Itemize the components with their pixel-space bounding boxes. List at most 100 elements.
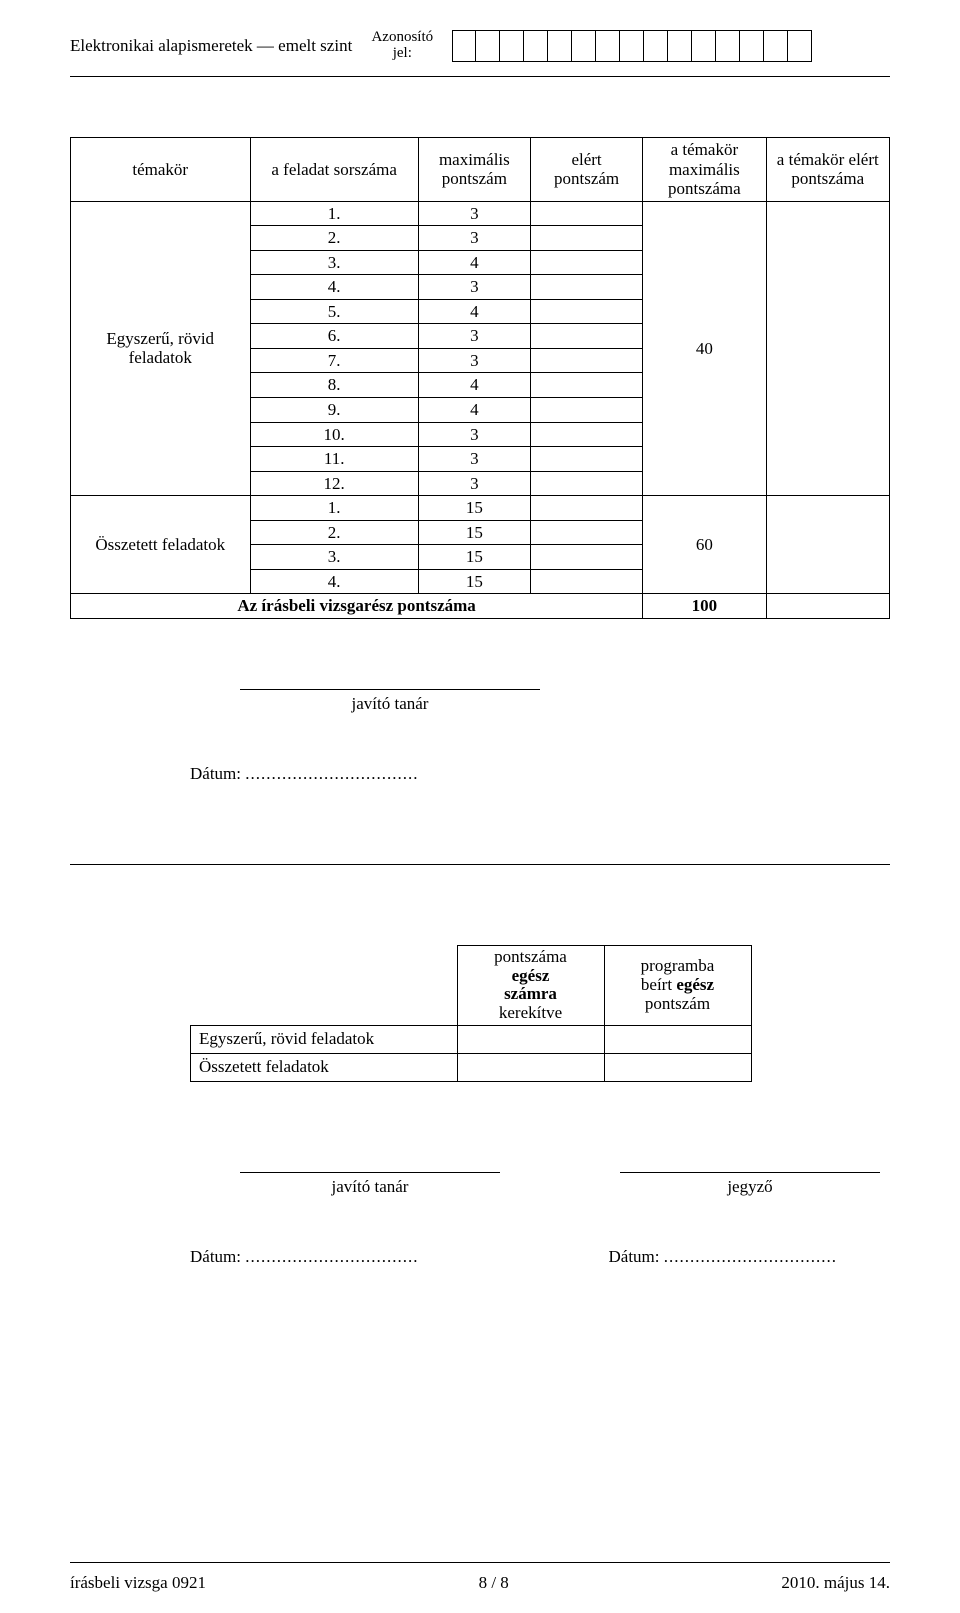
r2-l3: számra (504, 984, 557, 1003)
round-r1-c3 (604, 1025, 751, 1053)
group-elert-cell[interactable] (766, 201, 889, 496)
row-elert[interactable] (530, 226, 642, 251)
r2-l1: pontszáma (494, 947, 567, 966)
row-elert[interactable] (530, 201, 642, 226)
id-box[interactable] (596, 30, 620, 62)
round-h-col2: pontszáma egész számra kerekítve (457, 945, 604, 1025)
id-box[interactable] (572, 30, 596, 62)
r3-l1: programba (641, 956, 715, 975)
id-box[interactable] (524, 30, 548, 62)
group-elert-cell[interactable] (766, 496, 889, 594)
round-h-col3: programba beírt egész pontszám (604, 945, 751, 1025)
row-elert[interactable] (530, 545, 642, 570)
id-box[interactable] (788, 30, 812, 62)
score-header-row: témakör a feladat sorszáma maximális pon… (71, 138, 890, 202)
dual-signature-row: javító tanár jegyző (240, 1172, 890, 1197)
round-r2-c3 (604, 1053, 751, 1081)
row-elert[interactable] (530, 299, 642, 324)
date-label-2: Dátum: (190, 1247, 241, 1266)
total-value: 100 (643, 594, 766, 619)
date-label-3: Dátum: (609, 1247, 660, 1266)
id-box[interactable] (500, 30, 524, 62)
exam-page: Elektronikai alapismeretek — emelt szint… (0, 0, 960, 1613)
row-number: 8. (250, 373, 418, 398)
row-number: 2. (250, 520, 418, 545)
row-max: 3 (418, 324, 530, 349)
row-elert[interactable] (530, 373, 642, 398)
id-box[interactable] (668, 30, 692, 62)
footer-row: írásbeli vizsga 0921 8 / 8 2010. május 1… (70, 1573, 890, 1593)
row-elert[interactable] (530, 324, 642, 349)
row-elert[interactable] (530, 275, 642, 300)
row-number: 10. (250, 422, 418, 447)
row-max: 15 (418, 569, 530, 594)
round-row-2: Összetett feladatok (191, 1053, 752, 1081)
score-row: Összetett feladatok1.1560 (71, 496, 890, 521)
row-elert[interactable] (530, 520, 642, 545)
footer-divider (70, 1562, 890, 1563)
row-max: 4 (418, 373, 530, 398)
id-box[interactable] (620, 30, 644, 62)
r3-l2a: beírt egész (641, 975, 714, 994)
round-r2-c2 (457, 1053, 604, 1081)
row-elert[interactable] (530, 348, 642, 373)
subject-level: Elektronikai alapismeretek — emelt szint (70, 30, 352, 56)
sig-line-recorder: jegyző (620, 1172, 880, 1197)
score-table: témakör a feladat sorszáma maximális pon… (70, 137, 890, 619)
round-r1-c2 (457, 1025, 604, 1053)
id-label-line2: jel: (393, 45, 412, 61)
h-temakor: témakör (71, 138, 251, 202)
id-box[interactable] (476, 30, 500, 62)
score-total-row: Az írásbeli vizsgarész pontszáma100 (71, 594, 890, 619)
id-label: Azonosító jel: (362, 30, 442, 62)
id-box[interactable] (740, 30, 764, 62)
date-left: Dátum: ................................. (190, 1247, 419, 1267)
id-box-row (452, 30, 812, 62)
h-temamax: a témakör maximális pontszáma (643, 138, 766, 202)
row-elert[interactable] (530, 447, 642, 472)
id-label-line1: Azonosító (371, 29, 433, 45)
score-row: Egyszerű, rövid feladatok1.340 (71, 201, 890, 226)
row-elert[interactable] (530, 422, 642, 447)
id-box[interactable] (644, 30, 668, 62)
signature-recorder: jegyző (620, 1172, 880, 1197)
round-row-1: Egyszerű, rövid feladatok (191, 1025, 752, 1053)
h-sorszam: a feladat sorszáma (250, 138, 418, 202)
row-elert[interactable] (530, 496, 642, 521)
row-elert[interactable] (530, 250, 642, 275)
row-number: 1. (250, 201, 418, 226)
footer-center: 8 / 8 (479, 1573, 509, 1593)
total-elert[interactable] (766, 594, 889, 619)
date-line-1: Dátum: ................................. (190, 764, 890, 784)
r2-l4: kerekítve (499, 1003, 562, 1022)
row-number: 12. (250, 471, 418, 496)
row-number: 2. (250, 226, 418, 251)
id-box[interactable] (452, 30, 476, 62)
row-elert[interactable] (530, 569, 642, 594)
id-box[interactable] (548, 30, 572, 62)
date-label-1: Dátum: (190, 764, 241, 783)
row-max: 3 (418, 226, 530, 251)
h-maxpont: maximális pontszám (418, 138, 530, 202)
signature-line-teacher: javító tanár (240, 689, 540, 714)
id-box[interactable] (692, 30, 716, 62)
row-max: 3 (418, 348, 530, 373)
row-elert[interactable] (530, 398, 642, 423)
h-temaelert: a témakör elért pontszáma (766, 138, 889, 202)
date-dots-3: ................................. (664, 1247, 837, 1266)
footer-left: írásbeli vizsga 0921 (70, 1573, 206, 1593)
date-dots-1: ................................. (245, 764, 418, 783)
id-box[interactable] (764, 30, 788, 62)
row-elert[interactable] (530, 471, 642, 496)
id-box[interactable] (716, 30, 740, 62)
row-number: 3. (250, 545, 418, 570)
total-label: Az írásbeli vizsgarész pontszáma (71, 594, 643, 619)
r3-l3: pontszám (645, 994, 710, 1013)
row-number: 4. (250, 569, 418, 594)
group-name-cell: Összetett feladatok (71, 496, 251, 594)
row-max: 3 (418, 201, 530, 226)
row-max: 15 (418, 520, 530, 545)
row-number: 1. (250, 496, 418, 521)
row-number: 7. (250, 348, 418, 373)
row-max: 3 (418, 471, 530, 496)
